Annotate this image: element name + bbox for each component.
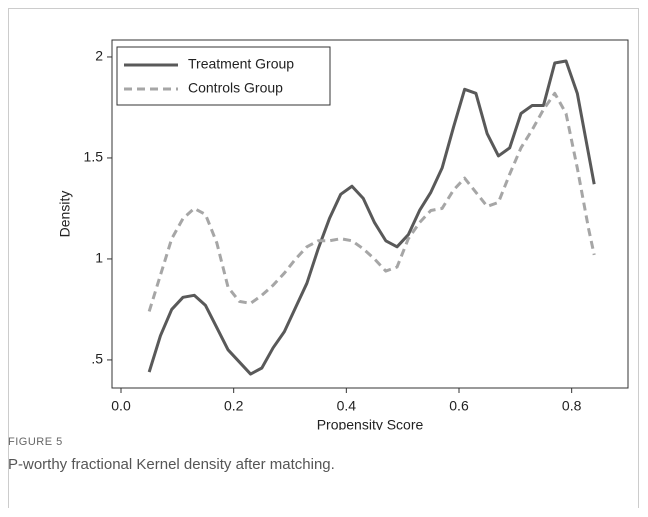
x-tick-label: 0.8	[562, 398, 582, 414]
series-line	[147, 59, 596, 376]
legend-label: Treatment Group	[188, 56, 294, 72]
plot-frame	[111, 39, 629, 389]
y-tick-label: 2	[95, 48, 103, 64]
x-tick-label: 0.0	[111, 398, 131, 414]
x-tick-label: 0.4	[337, 398, 357, 414]
y-axis-title: Density	[57, 191, 73, 238]
legend-label: Controls Group	[188, 80, 283, 96]
chart: Propensity Score Density .5 1 1.5 2 0.0 0.2 0.…	[57, 39, 629, 430]
figure-caption: P-worthy fractional Kernel density after…	[8, 456, 335, 473]
y-tick-label: 1	[95, 250, 103, 266]
figure-label: FIGURE 5	[8, 436, 63, 448]
legend-box	[116, 46, 331, 106]
series-line	[147, 91, 596, 312]
x-axis-title: Propensity Score	[317, 417, 424, 430]
y-tick-label: .5	[91, 351, 103, 367]
x-tick-label: 0.2	[224, 398, 244, 414]
figure-frame	[8, 8, 639, 508]
y-tick-label: 1.5	[84, 149, 104, 165]
x-tick-label: 0.6	[449, 398, 469, 414]
